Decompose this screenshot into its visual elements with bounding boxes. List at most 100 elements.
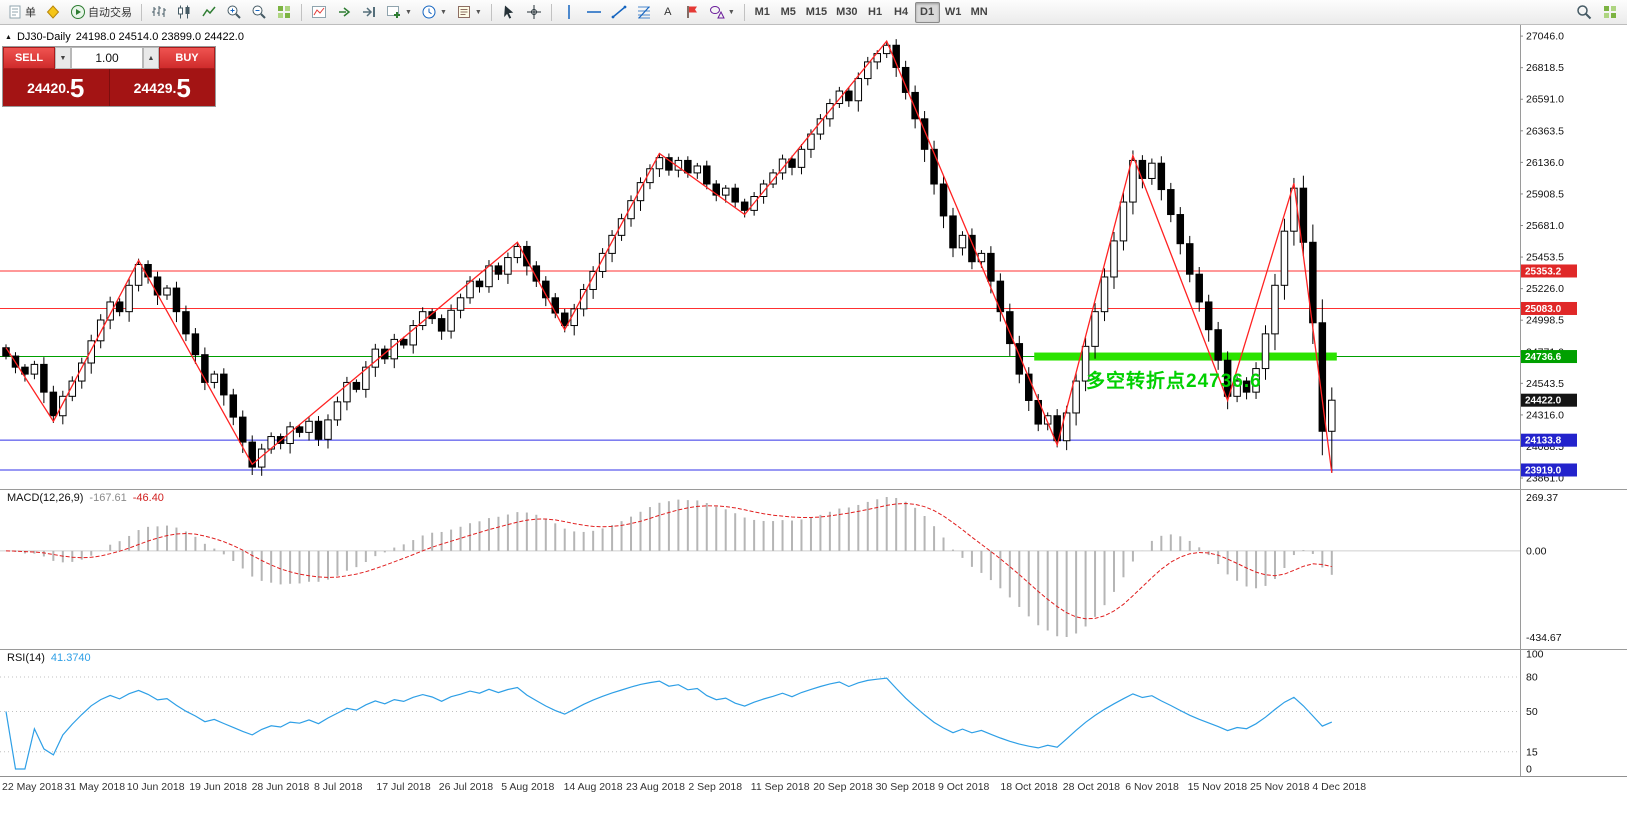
indicator-icon <box>311 4 327 20</box>
candle-body <box>996 280 1005 313</box>
time-axis[interactable]: 22 May 2018 31 May 2018 10 Jun 2018 19 Jun … <box>0 776 1627 825</box>
macd-signal-line <box>5 502 1332 620</box>
price-tag <box>1521 393 1577 407</box>
zoom-out-button[interactable] <box>247 2 271 23</box>
rsi-axis-label: 100 <box>1526 649 1544 661</box>
bars-icon <box>151 4 167 20</box>
time-axis-label: 23 Aug 2018 <box>626 781 685 793</box>
macd-panel-canvas[interactable]: 269.37 0.00 -434.67 <box>0 489 1627 649</box>
volume-down-button[interactable]: ▼ <box>55 47 71 69</box>
candle-body <box>390 338 399 360</box>
candle-body <box>1072 380 1080 414</box>
candle-body <box>96 319 105 342</box>
time-axis-label: 18 Oct 2018 <box>1000 781 1058 793</box>
buy-button[interactable]: BUY <box>159 47 215 69</box>
candle-body <box>1015 343 1024 375</box>
candlestick-chart-button[interactable] <box>172 2 196 23</box>
candle-body <box>1186 243 1194 275</box>
zoom-in-button[interactable] <box>222 2 246 23</box>
volume-input[interactable] <box>71 47 143 69</box>
arrow-objects-button[interactable] <box>680 2 704 23</box>
price-chart-canvas[interactable]: 27046.0 26818.5 26591.0 26363.5 26136.0 25908… <box>0 25 1627 489</box>
fibonacci-button[interactable] <box>632 2 656 23</box>
horizontal-line-button[interactable] <box>582 2 606 23</box>
timeframe-m5-button[interactable]: M5 <box>780 6 796 18</box>
timeframe-m15-button[interactable]: M15 <box>805 6 828 18</box>
auto-scroll-button[interactable] <box>332 2 356 23</box>
candle-body <box>958 234 967 249</box>
timeframe-m30-button[interactable]: M30 <box>836 6 858 18</box>
buy-price-button[interactable]: 24429. 5 <box>108 69 215 106</box>
sell-price-button[interactable]: 24420. 5 <box>3 69 109 106</box>
templates-button[interactable]: ▼ <box>452 2 486 23</box>
plus-icon <box>386 4 402 20</box>
candle-body <box>352 381 361 390</box>
candle-body <box>1252 368 1260 393</box>
search-icon <box>1576 4 1592 20</box>
new-order-button[interactable]: 单 <box>3 2 40 23</box>
crosshair-button[interactable] <box>522 2 546 23</box>
toolbar: 单 自动交易 ▼ ▼ ▼ A ▼ M1 M5 M15 M30 H1 H4 D1 W1 MN <box>0 0 1627 25</box>
candle-body <box>343 381 351 403</box>
candle-body <box>59 395 67 417</box>
one-click-panel-toggle-icon[interactable]: ▲ <box>5 33 12 41</box>
candle-body <box>504 257 512 275</box>
text-label-button[interactable]: A <box>657 2 679 23</box>
shapes-button[interactable]: ▼ <box>705 2 739 23</box>
candle-body <box>1223 359 1232 397</box>
timeframe-mn-button[interactable]: MN <box>970 6 988 18</box>
timeframe-h4-button[interactable]: H4 <box>894 6 909 18</box>
rsi-name: RSI(14) <box>7 652 45 664</box>
line-chart-button[interactable] <box>197 2 221 23</box>
price-tag <box>1521 433 1577 447</box>
turning-point-annotation[interactable]: 多空转折点24736.6 <box>1086 371 1262 392</box>
candle-body <box>1242 380 1251 393</box>
macd-axis-label: 0.00 <box>1526 545 1547 557</box>
vertical-line-button[interactable] <box>557 2 581 23</box>
candle-body <box>78 362 86 382</box>
candle-body <box>305 420 313 433</box>
rsi-axis-label: 0 <box>1526 764 1532 776</box>
candle-body <box>1204 301 1213 331</box>
indicators-list-button[interactable] <box>307 2 331 23</box>
tile-windows-button[interactable] <box>272 2 296 23</box>
volume-up-button[interactable]: ▲ <box>143 47 159 69</box>
timeframe-d1-button[interactable]: D1 <box>914 1 940 23</box>
rsi-panel-canvas[interactable]: 100 80 50 15 0 <box>0 649 1627 776</box>
candle-body <box>949 215 957 249</box>
search-button[interactable] <box>1572 2 1596 23</box>
scroll-icon <box>336 4 352 20</box>
time-axis-label: 22 May 2018 <box>2 781 63 793</box>
new-chart-button[interactable]: ▼ <box>382 2 416 23</box>
flag-icon <box>684 4 700 20</box>
one-click-trading-panel: SELL ▼ ▲ BUY 24420.5 24429.5 <box>3 47 215 106</box>
turning-point-highlight-bar[interactable] <box>1034 352 1337 361</box>
new-window-button[interactable] <box>1598 2 1622 23</box>
autotrading-button[interactable]: 自动交易 <box>66 2 136 23</box>
sell-button[interactable]: SELL <box>3 47 55 69</box>
candle-body <box>68 380 77 397</box>
candle-body <box>87 340 95 364</box>
candle-body <box>1025 373 1033 401</box>
periods-button[interactable]: ▼ <box>417 2 451 23</box>
buy-price-big-digit: 5 <box>176 72 191 103</box>
chart-shift-button[interactable] <box>357 2 381 23</box>
timeframe-m1-button[interactable]: M1 <box>754 6 770 18</box>
zigzag-line[interactable] <box>5 39 1333 473</box>
toolbar-separator <box>490 3 492 21</box>
candle-body <box>693 165 702 174</box>
buy-price-main: 24429. <box>133 79 177 96</box>
trendline-button[interactable] <box>607 2 631 23</box>
candle-body <box>797 148 806 168</box>
linechart-icon <box>201 4 217 20</box>
bar-chart-button[interactable] <box>147 2 171 23</box>
candle-body <box>532 265 541 282</box>
deposit-button[interactable] <box>41 2 65 23</box>
rsi-axis-label: 15 <box>1526 746 1538 758</box>
timeframe-w1-button[interactable]: W1 <box>944 6 962 18</box>
cursor-button[interactable] <box>497 2 521 23</box>
timeframe-h1-button[interactable]: H1 <box>868 6 883 18</box>
diamond-icon <box>45 4 61 20</box>
candle-body <box>703 165 711 185</box>
